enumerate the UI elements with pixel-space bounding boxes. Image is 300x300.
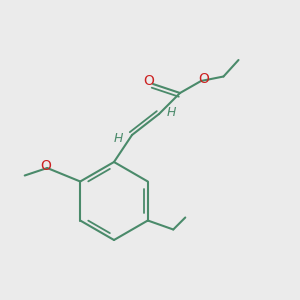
Text: O: O [40,160,51,173]
Text: H: H [114,131,123,145]
Text: H: H [166,106,176,119]
Text: O: O [143,74,154,88]
Text: O: O [199,73,209,86]
